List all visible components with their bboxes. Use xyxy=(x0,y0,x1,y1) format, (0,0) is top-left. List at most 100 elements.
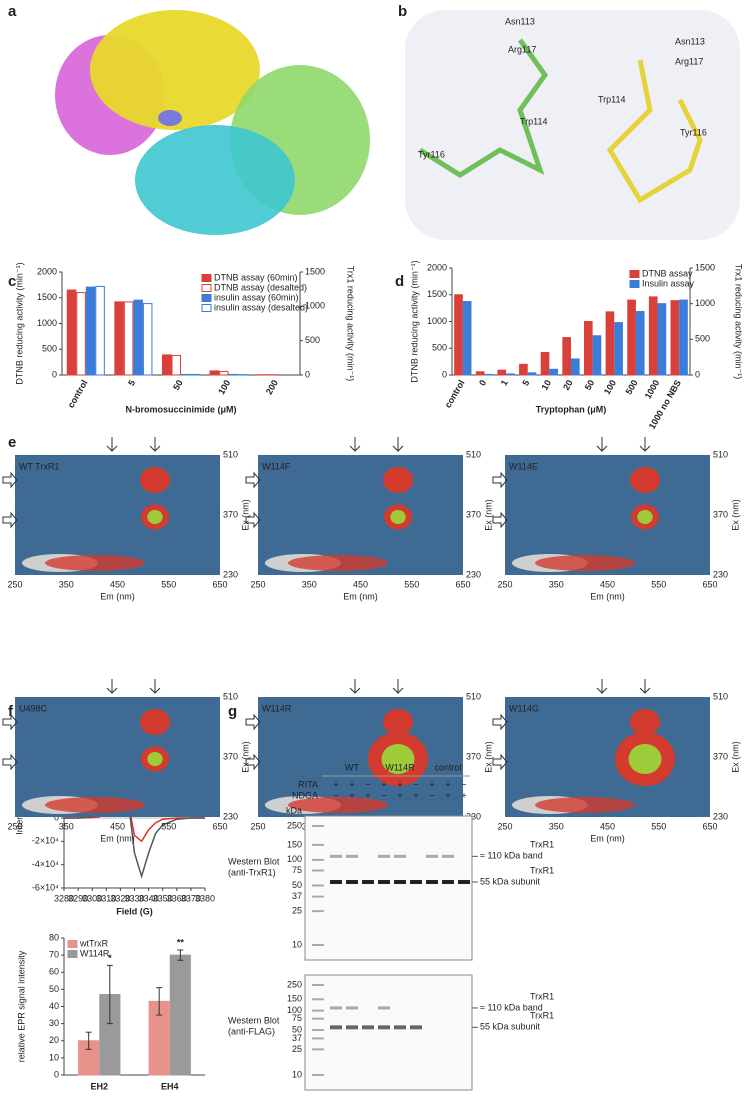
y-tick-label: 500 xyxy=(42,344,57,354)
bar xyxy=(614,322,623,376)
y-axis-label: DTNB reducing activity (min⁻¹) xyxy=(409,260,419,382)
ladder-band xyxy=(312,858,324,861)
ladder-label: 75 xyxy=(292,865,302,875)
em-tick-label: 450 xyxy=(600,579,615,589)
arrow xyxy=(639,679,651,694)
ladder-label: 10 xyxy=(292,939,302,949)
treatment-sign: − xyxy=(429,790,434,800)
row-label: RITA xyxy=(298,779,318,789)
band xyxy=(378,879,390,884)
band xyxy=(330,1025,342,1030)
x-tick-label: 3320 xyxy=(110,893,130,903)
bar xyxy=(133,299,143,376)
y-tick-label: 1500 xyxy=(427,289,447,299)
x-tick-label: control xyxy=(66,378,90,409)
ex-tick-label: 510 xyxy=(713,691,728,701)
y-tick-label: 0 xyxy=(442,369,447,379)
y-tick-label: 70 xyxy=(49,950,59,960)
em-tick-label: 250 xyxy=(497,821,512,831)
x-tick-label: 5 xyxy=(520,378,531,387)
panel-a-structure xyxy=(55,10,370,235)
bar xyxy=(76,292,86,376)
arrow xyxy=(2,471,18,489)
arrow xyxy=(392,437,404,452)
y-tick-label: 40 xyxy=(49,1001,59,1011)
y-axis-label: Intensity xyxy=(14,801,24,835)
bar xyxy=(679,299,688,376)
y2-tick-label: 0 xyxy=(695,369,700,379)
emission-blob xyxy=(288,797,388,813)
band-name: TrxR1 xyxy=(530,1011,554,1021)
em-tick-label: 650 xyxy=(212,579,227,589)
band-name: TrxR1 xyxy=(530,865,554,875)
band xyxy=(346,1006,358,1010)
treatment-sign: − xyxy=(461,779,466,789)
heatmap-title: U498C xyxy=(19,703,48,713)
legend-swatch xyxy=(201,284,212,292)
band-desc: ≈ 110 kDa band xyxy=(480,1002,543,1012)
x-tick-label: 1 xyxy=(499,378,510,387)
band xyxy=(410,879,422,884)
y-tick-label: 10 xyxy=(49,1052,59,1062)
y2-axis-label: Trx1 reducing activity (min⁻¹) xyxy=(346,266,356,381)
legend-swatch xyxy=(201,294,212,302)
y-tick-label: 0 xyxy=(54,1069,59,1079)
y2-tick-label: 1500 xyxy=(695,262,715,272)
emission-blob xyxy=(147,752,163,766)
em-tick-label: 550 xyxy=(161,821,176,831)
ladder-label: 100 xyxy=(287,854,302,864)
band xyxy=(362,879,374,884)
band-name: TrxR1 xyxy=(530,840,554,850)
y-tick-label: 2000 xyxy=(37,266,57,276)
band xyxy=(346,879,358,884)
arrow xyxy=(349,437,361,452)
bar xyxy=(605,311,615,376)
ladder-band xyxy=(312,1009,324,1012)
x-tick-label: 1000 xyxy=(643,378,662,400)
band xyxy=(330,1006,342,1010)
bar xyxy=(527,372,537,376)
legend-swatch xyxy=(67,950,78,958)
y2-tick-label: 1000 xyxy=(695,298,715,308)
y-axis-label: relative EPR signal intensity xyxy=(16,950,26,1062)
y2-tick-label: 0 xyxy=(305,369,310,379)
treatment-sign: + xyxy=(381,779,386,789)
x-tick-label: 5 xyxy=(126,378,137,387)
treatment-sign: − xyxy=(413,779,418,789)
arrow xyxy=(392,679,404,694)
x-tick-label: 3290 xyxy=(68,893,88,903)
heatmap-title: W114F xyxy=(262,461,291,471)
emission-blob xyxy=(288,555,388,571)
em-tick-label: 450 xyxy=(110,579,125,589)
ladder-band xyxy=(312,1029,324,1031)
band xyxy=(330,879,342,884)
x-tick-label: 50 xyxy=(171,378,185,392)
arrow xyxy=(149,437,161,452)
em-axis-label: Em (nm) xyxy=(590,833,625,843)
ladder-label: 25 xyxy=(292,906,302,916)
band xyxy=(394,879,406,884)
residue-label: Trp114 xyxy=(598,94,626,104)
y-tick-label: 30 xyxy=(49,1018,59,1028)
treatment-sign: + xyxy=(445,779,450,789)
em-tick-label: 250 xyxy=(497,579,512,589)
band xyxy=(346,854,358,858)
x-axis-label: N-bromosuccinimide (μM) xyxy=(125,404,236,414)
y2-tick-label: 1000 xyxy=(305,301,325,311)
band-desc: 55 kDa subunit xyxy=(480,1022,541,1032)
ladder-label: 25 xyxy=(292,1044,302,1054)
line xyxy=(64,784,205,843)
emission-blob xyxy=(535,555,635,571)
ladder-band xyxy=(312,984,324,986)
bar xyxy=(519,363,528,376)
y-tick-label: -2×10⁴ xyxy=(32,836,59,846)
kda-label: kDa xyxy=(286,805,302,815)
arrow xyxy=(349,679,361,694)
band xyxy=(394,854,406,858)
x-tick-label: 100 xyxy=(216,378,232,396)
treatment-sign: + xyxy=(349,790,354,800)
ex-tick-label: 510 xyxy=(713,449,728,459)
x-tick-label: 3300 xyxy=(82,893,102,903)
y-tick-label: 1000 xyxy=(37,318,57,328)
bar xyxy=(114,301,124,376)
